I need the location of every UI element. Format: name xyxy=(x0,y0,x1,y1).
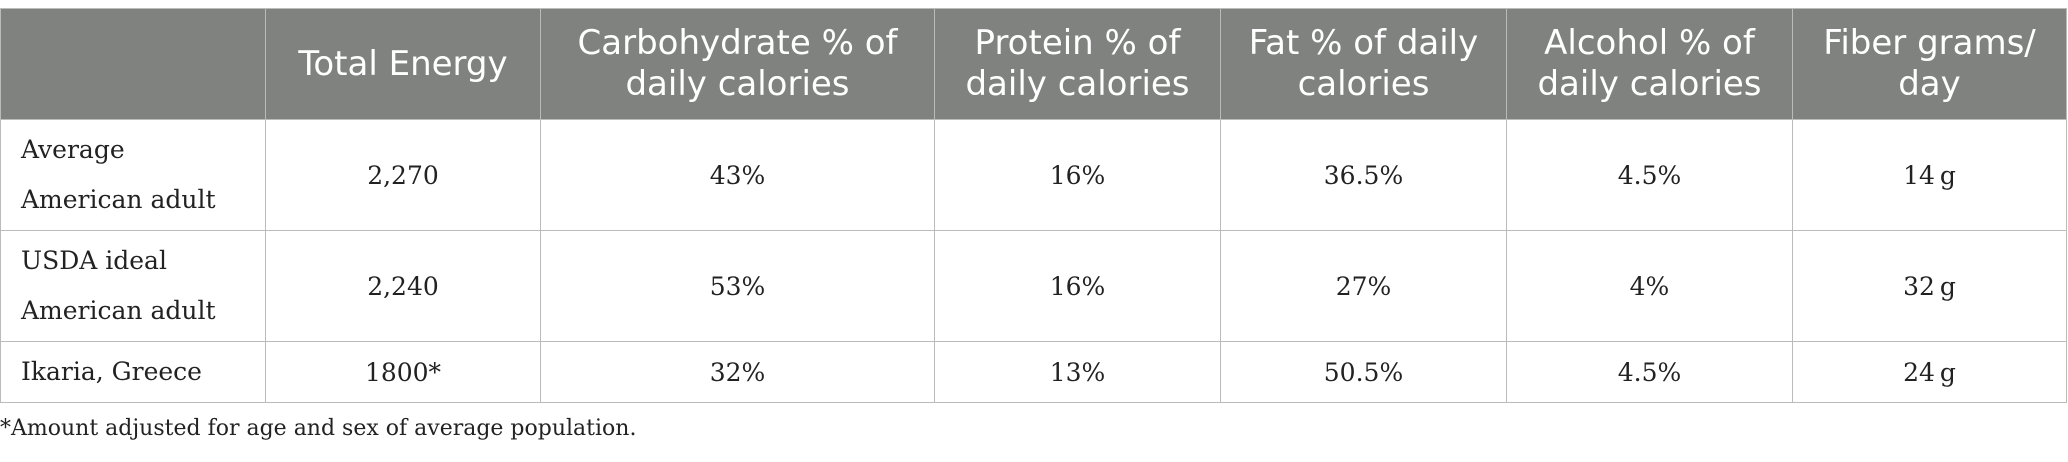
cell-total-energy: 1800* xyxy=(265,341,541,403)
table-body: Average American adult 2,270 43% 16% 36.… xyxy=(0,119,2067,403)
header-cell-total-energy: Total Energy xyxy=(265,8,541,120)
cell-alcohol: 4.5% xyxy=(1506,341,1793,403)
table-header: Total Energy Carbohydrate % of daily cal… xyxy=(0,8,2067,120)
cell-fat: 50.5% xyxy=(1220,341,1507,403)
header-cell-carbohydrate: Carbohydrate % of daily calories xyxy=(540,8,935,120)
table-row-usda-ideal-american-adult: USDA ideal American adult 2,240 53% 16% … xyxy=(0,230,2067,342)
cell-fiber: 14 g xyxy=(1792,119,2067,231)
cell-alcohol: 4% xyxy=(1506,230,1793,342)
row-label: USDA ideal American adult xyxy=(0,230,266,342)
cell-fiber: 24 g xyxy=(1792,341,2067,403)
table-footnote: *Amount adjusted for age and sex of aver… xyxy=(0,416,637,441)
header-row: Total Energy Carbohydrate % of daily cal… xyxy=(0,8,2067,120)
cell-protein: 16% xyxy=(934,119,1221,231)
table-row-average-american-adult: Average American adult 2,270 43% 16% 36.… xyxy=(0,119,2067,231)
cell-total-energy: 2,270 xyxy=(265,119,541,231)
cell-carbohydrate: 32% xyxy=(540,341,935,403)
nutrition-comparison-table-container: Total Energy Carbohydrate % of daily cal… xyxy=(0,8,2067,403)
cell-alcohol: 4.5% xyxy=(1506,119,1793,231)
cell-total-energy: 2,240 xyxy=(265,230,541,342)
cell-fat: 27% xyxy=(1220,230,1507,342)
cell-carbohydrate: 53% xyxy=(540,230,935,342)
row-label: Average American adult xyxy=(0,119,266,231)
header-cell-row-label xyxy=(0,8,266,120)
cell-fiber: 32 g xyxy=(1792,230,2067,342)
nutrition-comparison-table: Total Energy Carbohydrate % of daily cal… xyxy=(0,8,2067,403)
cell-fat: 36.5% xyxy=(1220,119,1507,231)
table-row-ikaria-greece: Ikaria, Greece 1800* 32% 13% 50.5% 4.5% … xyxy=(0,341,2067,403)
header-cell-fiber: Fiber grams/ day xyxy=(1792,8,2067,120)
cell-protein: 16% xyxy=(934,230,1221,342)
header-cell-alcohol: Alcohol % of daily calories xyxy=(1506,8,1793,120)
cell-carbohydrate: 43% xyxy=(540,119,935,231)
cell-protein: 13% xyxy=(934,341,1221,403)
header-cell-fat: Fat % of daily calories xyxy=(1220,8,1507,120)
header-cell-protein: Protein % of daily calories xyxy=(934,8,1221,120)
row-label: Ikaria, Greece xyxy=(0,341,266,403)
